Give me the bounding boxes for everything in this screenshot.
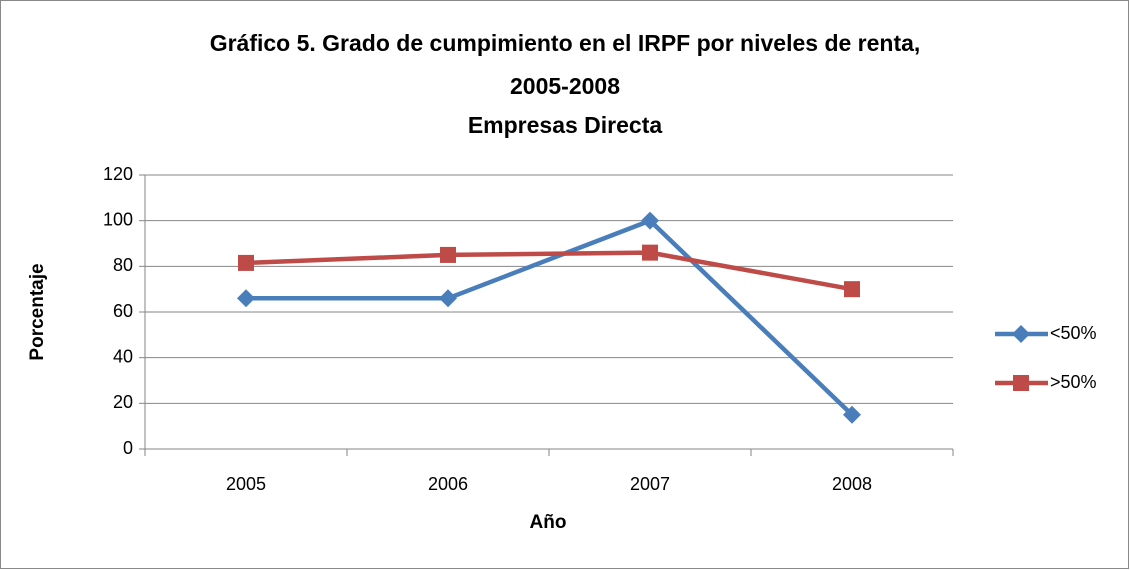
y-tick-label: 100 [103, 209, 133, 229]
legend-label: >50% [1050, 372, 1097, 392]
legend-label: <50% [1050, 323, 1097, 343]
y-tick-label: 60 [113, 301, 133, 321]
y-tick-label: 80 [113, 255, 133, 275]
y-tick-label: 120 [103, 164, 133, 184]
x-tick-label: 2006 [428, 474, 468, 494]
y-tick-label: 0 [123, 438, 133, 458]
y-axis-title: Porcentaje [27, 263, 48, 360]
series-line [245, 250, 853, 292]
data-point [843, 405, 861, 424]
chart-title: 2005-2008 [510, 73, 620, 99]
data-point [642, 244, 658, 261]
series-line [246, 218, 854, 417]
x-tick-label: 2005 [226, 474, 266, 494]
x-tick-label: 2008 [832, 474, 872, 494]
y-tick-label: 40 [113, 346, 133, 366]
legend-marker [1012, 325, 1030, 343]
data-point [440, 246, 456, 263]
data-point [238, 254, 254, 271]
data-point [844, 281, 860, 298]
data-point [237, 289, 255, 308]
y-tick-label: 20 [113, 392, 133, 412]
legend-marker [1013, 375, 1029, 391]
x-tick-label: 2007 [630, 474, 670, 494]
x-axis-title: Año [530, 512, 567, 533]
chart-title: Empresas Directa [468, 112, 663, 138]
chart-title: Gráfico 5. Grado de cumpimiento en el IR… [210, 30, 921, 56]
data-point [641, 211, 659, 230]
data-point [439, 289, 457, 308]
